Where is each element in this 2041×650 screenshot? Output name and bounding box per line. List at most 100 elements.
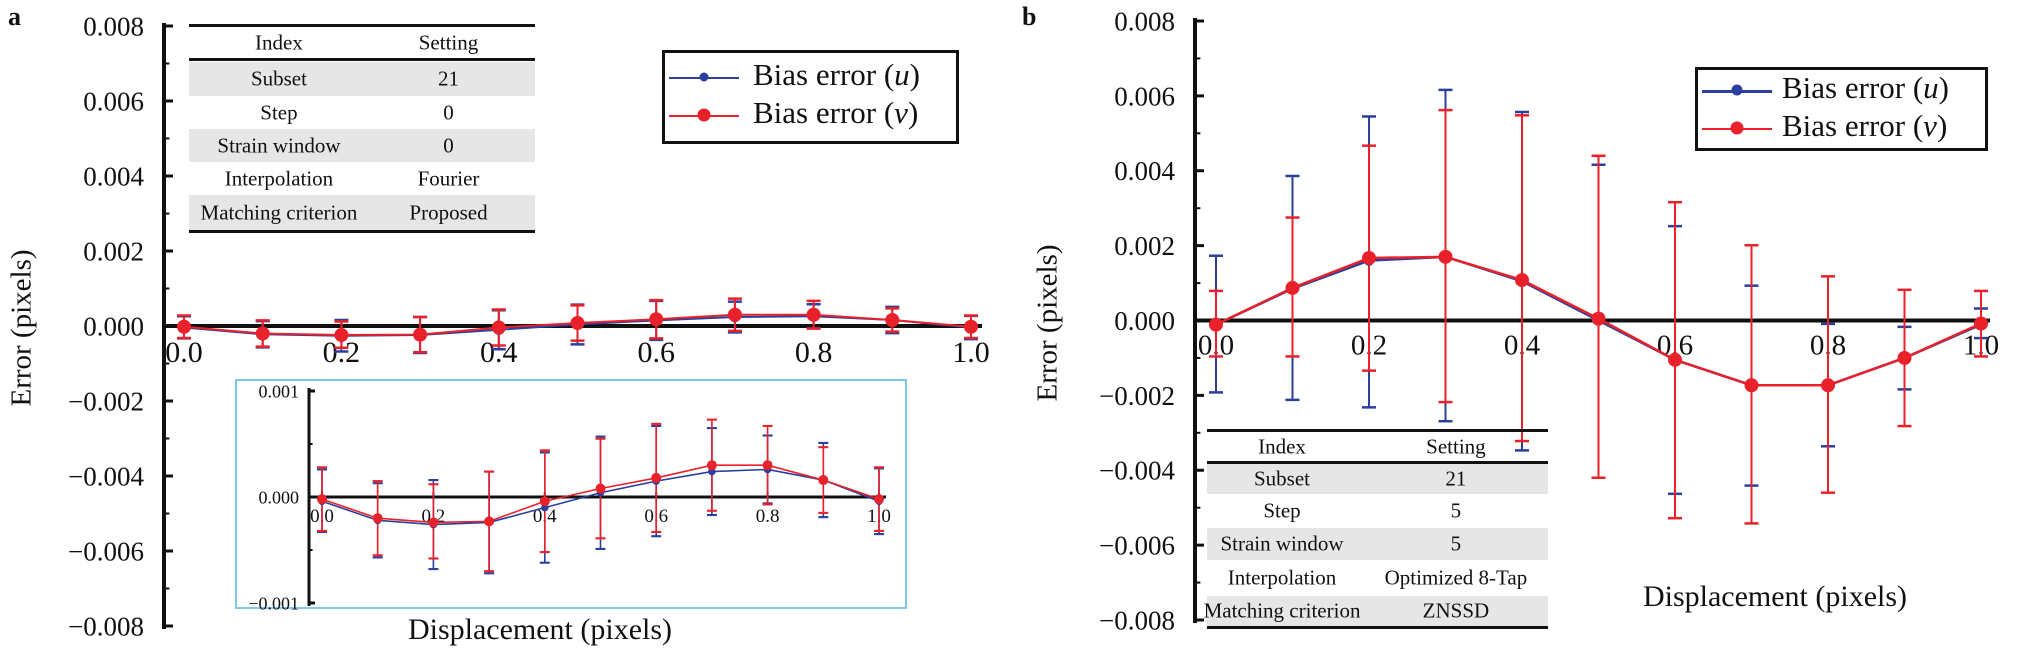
cell-setting: 5 — [1450, 498, 1462, 523]
legend-text-u: Bias error (u) — [753, 57, 920, 93]
a-data-point-v — [806, 307, 821, 322]
cell-index: Interpolation — [224, 166, 334, 190]
legend-text-u: Bias error (u) — [1782, 70, 1949, 106]
legend-marker-u — [1731, 84, 1743, 96]
legend-marker-v — [697, 108, 711, 122]
b-data-point-v — [1438, 249, 1453, 264]
b-data-point-v — [1362, 250, 1376, 265]
inset-y-tick-label: 0.001 — [259, 381, 300, 401]
cell-setting: Optimized 8-Tap — [1384, 565, 1528, 590]
a-y-tick-label: −0.002 — [68, 386, 144, 416]
a-x-tick-label: 1.0 — [952, 336, 990, 369]
a-data-point-v — [177, 319, 191, 334]
a-y-tick-label: −0.006 — [68, 536, 144, 566]
settings-table-b: Index Setting Subset 21 Step 5 Strain wind… — [1203, 429, 1548, 629]
a-y-tick-label: 0.002 — [83, 236, 144, 266]
a-data-point-v — [649, 312, 664, 327]
cell-setting: 0 — [443, 133, 454, 157]
b-y-tick-label: 0.002 — [1114, 231, 1175, 261]
inset-data-point-v — [595, 483, 606, 494]
inset-data-point-v — [706, 460, 717, 471]
cell-index: Interpolation — [1227, 565, 1337, 590]
cell-index: Strain window — [217, 133, 341, 157]
a-y-tick-label: 0.000 — [83, 311, 144, 341]
a-y-tick-label: 0.008 — [83, 11, 144, 41]
cell-setting: 21 — [1445, 466, 1467, 491]
a-data-point-v — [570, 316, 585, 330]
a-y-tick-label: −0.004 — [68, 461, 144, 491]
b-data-point-v — [1974, 316, 1988, 331]
b-y-tick-label: −0.004 — [1099, 456, 1175, 486]
legend-item-v: Bias error (v) — [665, 95, 956, 133]
x-axis-title-a: Displacement (pixels) — [407, 613, 673, 646]
legend-a: Bias error (u) Bias error (v) — [662, 50, 959, 144]
inset-y-tick-label: 0.000 — [259, 487, 300, 507]
settings-table-a: Index Setting Subset 21 Step 0 Strain wind… — [189, 24, 535, 234]
a-x-tick-label: 0.0 — [165, 336, 203, 369]
inset-data-point-v — [428, 517, 439, 528]
legend-marker-u — [699, 72, 709, 82]
legend-item-u: Bias error (u) — [665, 57, 956, 95]
table-header-row: Index Setting — [189, 27, 535, 58]
b-data-point-v — [1515, 273, 1529, 288]
b-y-tick-label: 0.004 — [1114, 156, 1175, 186]
legend-text-v: Bias error (v) — [1782, 108, 1948, 144]
table-row: Interpolation Fourier — [189, 162, 535, 195]
table-header-row: Index Setting — [1207, 432, 1548, 462]
table-row: Subset 21 — [1207, 464, 1548, 494]
cell-index: Strain window — [1220, 531, 1344, 556]
cell-index: Subset — [250, 66, 307, 91]
y-axis-title-a: Error (pixels) — [5, 249, 38, 407]
inset-data-point-v — [651, 472, 662, 483]
a-y-tick-label: −0.008 — [68, 611, 144, 641]
table-row: Matching criterion Proposed — [189, 195, 535, 230]
cell-index: Step — [260, 100, 298, 124]
header-setting: Setting — [1426, 434, 1486, 459]
table-row: Step 5 — [1207, 494, 1548, 528]
b-data-point-v — [1285, 280, 1300, 295]
header-index: Index — [1258, 434, 1306, 459]
legend-b: Bias error (u) Bias error (v) — [1695, 67, 1988, 151]
inset-data-point-v — [484, 516, 495, 527]
cell-setting: 0 — [443, 100, 454, 124]
a-y-tick-label: 0.004 — [83, 161, 144, 191]
cell-index: Matching criterion — [1203, 598, 1361, 623]
panel-label-a: a — [8, 2, 21, 31]
inset-data-point-v — [317, 494, 327, 505]
cell-index: Matching criterion — [200, 200, 358, 224]
cell-setting: 5 — [1450, 531, 1462, 556]
inset-x-tick-label: 0.8 — [756, 506, 780, 527]
a-data-point-v — [727, 307, 742, 322]
a-data-point-v — [964, 319, 978, 334]
legend-item-v: Bias error (v) — [1698, 108, 1985, 146]
a-data-point-v — [413, 327, 428, 342]
header-index: Index — [255, 30, 303, 54]
table-row: Matching criterion ZNSSD — [1203, 596, 1548, 626]
table-row: Step 0 — [189, 96, 535, 129]
b-y-tick-label: −0.002 — [1099, 381, 1175, 411]
cell-setting: 21 — [438, 66, 459, 91]
a-x-tick-label: 0.8 — [795, 336, 833, 369]
a-y-tick-label: 0.006 — [83, 86, 144, 116]
x-axis-title-b: Displacement (pixels) — [1642, 580, 1908, 613]
table-row: Strain window 0 — [189, 129, 535, 162]
inset-data-point-v — [372, 513, 383, 524]
b-y-tick-label: 0.008 — [1114, 6, 1175, 36]
cell-index: Step — [1263, 498, 1301, 523]
header-setting: Setting — [418, 30, 479, 54]
inset-y-tick-label: −0.001 — [248, 593, 299, 613]
b-y-tick-label: 0.006 — [1114, 81, 1175, 111]
inset-data-point-v — [762, 460, 773, 471]
b-data-point-v — [1744, 378, 1759, 393]
a-data-point-v — [885, 313, 900, 327]
table-row: Interpolation Optimized 8-Tap — [1207, 560, 1548, 596]
b-data-point-v — [1209, 317, 1223, 332]
a-data-point-v — [334, 328, 349, 342]
legend-text-v: Bias error (v) — [753, 95, 919, 131]
inset-data-point-v — [874, 494, 884, 505]
a-x-tick-label: 0.6 — [637, 336, 675, 369]
legend-item-u: Bias error (u) — [1698, 70, 1985, 108]
table-row: Subset 21 — [189, 62, 535, 96]
b-data-point-v — [1821, 378, 1835, 393]
